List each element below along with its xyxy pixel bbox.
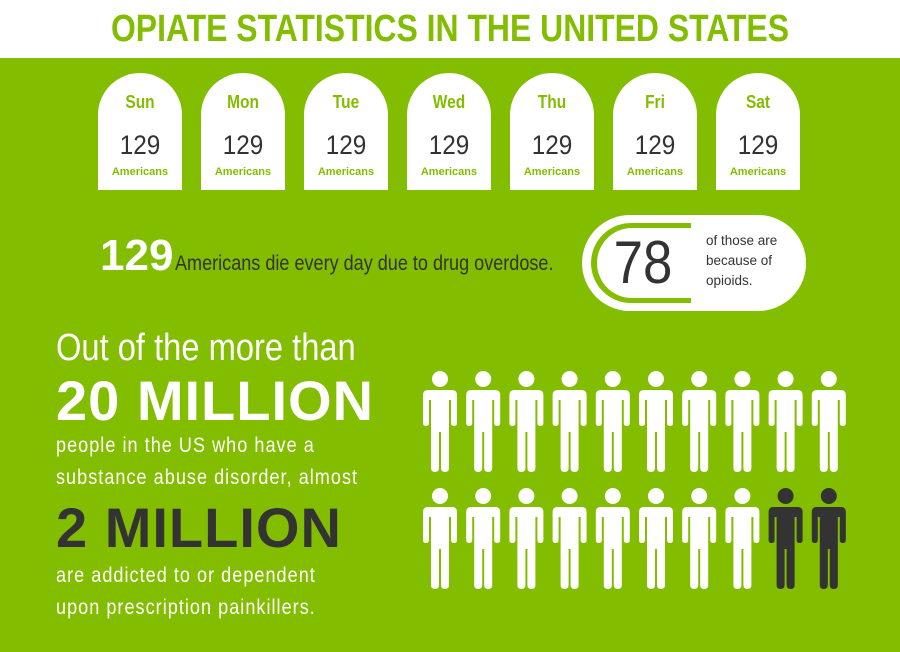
person-icon-highlighted [811, 488, 846, 589]
day-count: 129 [428, 130, 470, 160]
day-label: Thu [537, 92, 567, 112]
person-icon [639, 488, 673, 589]
person-icon [682, 488, 717, 589]
statement-line: people in the US who have a [56, 434, 315, 457]
person-icon [682, 371, 717, 472]
day-count: 129 [737, 130, 779, 160]
tombstone-mon: Mon 129 Americans [201, 73, 285, 190]
person-icon [423, 371, 457, 472]
day-unit: Americans [420, 166, 478, 178]
day-unit: Americans [317, 166, 375, 178]
tombstone-sat: Sat 129 Americans [716, 73, 800, 190]
person-icon [552, 488, 587, 589]
day-count: 129 [119, 130, 161, 160]
person-icon [811, 371, 846, 472]
day-label: Wed [432, 92, 466, 112]
person-icon [725, 488, 760, 589]
person-icon [725, 371, 760, 472]
person-icon-highlighted [768, 488, 803, 589]
day-count: 129 [325, 130, 367, 160]
person-icon [552, 371, 587, 472]
tombstone-thu: Thu 129 Americans [510, 73, 594, 190]
statement-big-number: 20 MILLION [56, 369, 375, 432]
day-label: Fri [645, 92, 665, 112]
person-icon [423, 488, 457, 589]
day-unit: Americans [626, 166, 684, 178]
opioid-text-line: of those are [706, 233, 778, 248]
opioid-pill-graphic: 78 of those are because of opioids. [582, 215, 806, 311]
page-title: OPIATE STATISTICS IN THE UNITED STATES [110, 8, 790, 50]
person-icon [595, 371, 630, 472]
tombstone-row: Sun 129 Americans Mon 129 Americans Tue … [0, 73, 900, 193]
opioid-number: 78 [613, 229, 673, 296]
day-count: 129 [634, 130, 676, 160]
pill-inner [597, 228, 697, 298]
day-label: Mon [227, 92, 259, 112]
title-banner: OPIATE STATISTICS IN THE UNITED STATES [0, 0, 900, 58]
tombstone-sun: Sun 129 Americans [98, 73, 182, 190]
day-unit: Americans [111, 166, 169, 178]
day-label: Sun [125, 92, 155, 112]
day-unit: Americans [214, 166, 272, 178]
opioid-text: of those are because of opioids. [706, 231, 788, 291]
tombstone-tue: Tue 129 Americans [304, 73, 388, 190]
day-unit: Americans [523, 166, 581, 178]
statement-big-number: 2 MILLION [56, 496, 342, 559]
statement-line: Out of the more than [56, 327, 356, 369]
person-icon [466, 371, 501, 472]
day-count: 129 [222, 130, 264, 160]
overdose-text: Americans die every day due to drug over… [175, 252, 554, 275]
pill-right-half [691, 223, 806, 303]
tombstone-wed: Wed 129 Americans [407, 73, 491, 190]
person-icon [509, 371, 544, 472]
day-label: Sat [745, 92, 771, 112]
day-unit: Americans [729, 166, 787, 178]
day-count: 129 [531, 130, 573, 160]
statement-line: upon prescription painkillers. [56, 596, 316, 619]
person-icon [639, 371, 673, 472]
overdose-number: 129 [100, 231, 174, 280]
opioid-text-line: because of [706, 253, 773, 268]
person-icon [466, 488, 501, 589]
day-label: Tue [332, 92, 360, 112]
person-icon [509, 488, 544, 589]
person-icon [768, 371, 803, 472]
person-icon [595, 488, 630, 589]
statement-line: substance abuse disorder, almost [56, 466, 359, 489]
statement-line: are addicted to or dependent [56, 564, 316, 587]
opioid-text-line: opioids. [706, 273, 753, 288]
tombstone-fri: Fri 129 Americans [613, 73, 697, 190]
